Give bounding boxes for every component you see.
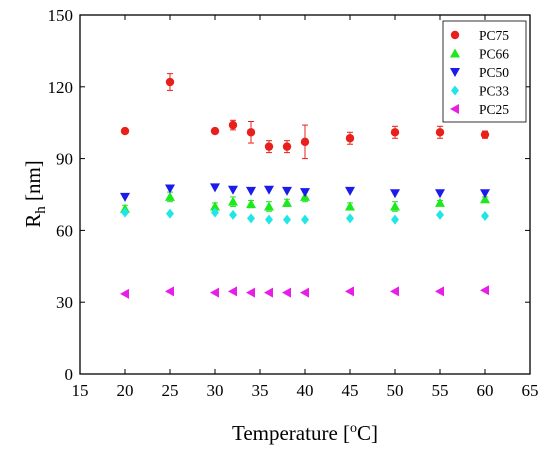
data-point bbox=[229, 209, 237, 220]
legend-label-pc33: PC33 bbox=[479, 84, 509, 99]
data-point bbox=[282, 142, 292, 151]
data-point bbox=[120, 126, 130, 136]
data-point bbox=[165, 286, 174, 297]
x-tick-label: 55 bbox=[432, 381, 449, 400]
legend-label-pc25: PC25 bbox=[479, 102, 509, 117]
data-point bbox=[120, 288, 129, 299]
data-point bbox=[391, 214, 399, 225]
data-point bbox=[390, 286, 399, 297]
series-pc25 bbox=[120, 285, 489, 299]
data-point bbox=[210, 126, 220, 136]
legend-marker-pc33 bbox=[451, 85, 459, 96]
data-point bbox=[480, 285, 489, 296]
series-pc66 bbox=[120, 191, 490, 213]
legend-marker-pc66 bbox=[450, 48, 460, 58]
data-point bbox=[300, 137, 310, 147]
y-tick-label: 0 bbox=[65, 365, 74, 384]
data-point bbox=[264, 287, 273, 298]
data-point bbox=[228, 196, 238, 206]
data-point bbox=[283, 214, 291, 225]
legend-marker-pc75 bbox=[450, 30, 460, 40]
data-point bbox=[210, 201, 220, 211]
x-tick-label: 20 bbox=[117, 381, 134, 400]
data-point bbox=[246, 199, 256, 209]
data-point bbox=[346, 213, 354, 224]
x-axis-title: Temperature [oC] bbox=[232, 421, 378, 445]
data-point bbox=[301, 214, 309, 225]
data-point bbox=[435, 128, 445, 137]
axis-ticks: 15 20 25 30 35 40 45 50 55 60 65 0 30 60 90 120 150 bbox=[48, 6, 539, 400]
data-point bbox=[480, 189, 490, 199]
data-point bbox=[120, 192, 130, 202]
data-point bbox=[435, 197, 445, 207]
data-point bbox=[265, 214, 273, 225]
data-point bbox=[228, 185, 238, 195]
data-point bbox=[247, 213, 255, 224]
y-tick-label: 60 bbox=[56, 221, 73, 240]
data-point bbox=[264, 142, 274, 151]
data-point bbox=[435, 189, 445, 199]
data-point bbox=[282, 186, 292, 196]
data-point bbox=[228, 120, 238, 130]
y-axis-title: Rh [nm] bbox=[21, 160, 49, 228]
data-point bbox=[300, 287, 309, 298]
data-point bbox=[210, 287, 219, 298]
data-marks bbox=[120, 73, 490, 299]
legend-label-pc66: PC66 bbox=[479, 47, 509, 62]
data-point bbox=[228, 286, 237, 297]
data-point bbox=[345, 134, 355, 143]
x-tick-label: 40 bbox=[297, 381, 314, 400]
legend-label-pc75: PC75 bbox=[479, 28, 509, 43]
data-point bbox=[390, 128, 400, 137]
x-tick-label: 30 bbox=[207, 381, 224, 400]
data-point bbox=[165, 184, 175, 194]
data-point bbox=[390, 189, 400, 199]
data-point bbox=[166, 208, 174, 219]
x-tick-label: 45 bbox=[342, 381, 359, 400]
data-point bbox=[480, 194, 490, 204]
data-point bbox=[345, 286, 354, 297]
series-pc50 bbox=[120, 183, 490, 202]
series-pc33 bbox=[121, 207, 489, 225]
data-point bbox=[282, 287, 291, 298]
series-pc75 bbox=[120, 73, 490, 160]
x-tick-label: 60 bbox=[477, 381, 494, 400]
data-point bbox=[481, 211, 489, 222]
data-point bbox=[264, 185, 274, 195]
y-tick-label: 120 bbox=[48, 78, 74, 97]
data-point bbox=[436, 209, 444, 220]
y-tick-label: 90 bbox=[56, 150, 73, 169]
data-point bbox=[211, 207, 219, 218]
legend-marker-pc50 bbox=[450, 68, 460, 77]
data-point bbox=[435, 286, 444, 297]
data-point bbox=[345, 201, 355, 211]
data-point bbox=[165, 191, 175, 201]
data-point bbox=[282, 197, 292, 207]
data-point bbox=[246, 186, 256, 196]
data-point bbox=[390, 201, 400, 211]
legend-marker-pc25 bbox=[450, 104, 459, 114]
data-point bbox=[210, 183, 220, 193]
data-point bbox=[480, 130, 490, 139]
data-point bbox=[264, 201, 274, 211]
data-point bbox=[165, 77, 175, 87]
x-tick-label: 15 bbox=[72, 381, 89, 400]
y-tick-label: 30 bbox=[56, 293, 73, 312]
data-point bbox=[246, 287, 255, 298]
x-tick-label: 65 bbox=[522, 381, 539, 400]
legend-label-pc50: PC50 bbox=[479, 65, 509, 80]
x-tick-label: 50 bbox=[387, 381, 404, 400]
y-tick-label: 150 bbox=[48, 6, 74, 25]
data-point bbox=[121, 207, 129, 218]
legend: PC75 PC66 PC50 PC33 PC25 bbox=[442, 20, 527, 123]
data-point bbox=[246, 128, 256, 137]
data-point bbox=[345, 186, 355, 196]
x-tick-label: 25 bbox=[162, 381, 179, 400]
data-point bbox=[300, 188, 310, 198]
x-tick-label: 35 bbox=[252, 381, 269, 400]
